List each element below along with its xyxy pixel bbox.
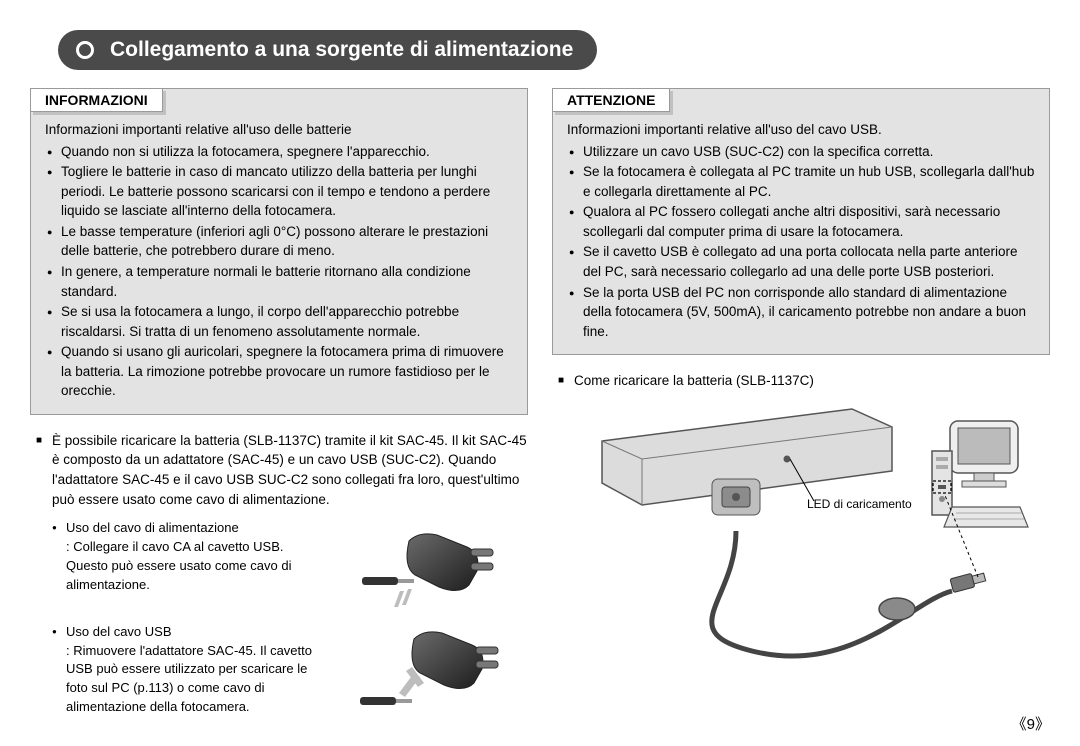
adapter-plug-icon	[330, 519, 528, 615]
bullet-item: Le basse temperature (inferiori agli 0°C…	[45, 222, 513, 261]
charging-diagram-svg	[552, 401, 1042, 681]
page-number-close: 》	[1035, 716, 1050, 733]
sub-block-power-cable: Uso del cavo di alimentazione : Collegar…	[30, 519, 528, 615]
bullet-item: Togliere le batterie in caso di mancato …	[45, 162, 513, 221]
bullet-item: Se la fotocamera è collegata al PC trami…	[567, 162, 1035, 201]
bullet-item: Se la porta USB del PC non corrisponde a…	[567, 283, 1035, 342]
sub-block-usb-cable: Uso del cavo USB : Rimuovere l'adattator…	[30, 623, 528, 729]
computer-icon	[932, 421, 1028, 527]
page-number-value: 9	[1027, 716, 1035, 733]
sub-text-2: Uso del cavo USB : Rimuovere l'adattator…	[30, 623, 320, 717]
adapter-detach-icon	[330, 623, 528, 729]
info-box-attenzione: ATTENZIONE Informazioni importanti relat…	[552, 88, 1050, 355]
info-intro-right: Informazioni importanti relative all'uso…	[567, 120, 1035, 140]
square-bullet-left: È possibile ricaricare la batteria (SLB-…	[30, 431, 528, 509]
led-label: LED di caricamento	[807, 496, 912, 513]
bullet-item: Utilizzare un cavo USB (SUC-C2) con la s…	[567, 142, 1035, 162]
info-header-right: ATTENZIONE	[552, 88, 670, 112]
info-bullets-right: Utilizzare un cavo USB (SUC-C2) con la s…	[567, 142, 1035, 342]
sub-desc-2: : Rimuovere l'adattatore SAC-45. Il cave…	[52, 642, 320, 717]
right-below: Come ricaricare la batteria (SLB-1137C)	[552, 371, 1050, 681]
left-below: È possibile ricaricare la batteria (SLB-…	[30, 431, 528, 728]
page-title-text: Collegamento a una sorgente di alimentaz…	[110, 38, 573, 61]
bullet-item: Se il cavetto USB è collegato ad una por…	[567, 242, 1035, 281]
page-number: 《9》	[1012, 713, 1050, 734]
page-title-pill: Collegamento a una sorgente di alimentaz…	[58, 30, 597, 70]
info-body-right: Informazioni importanti relative all'uso…	[553, 112, 1049, 354]
info-bullets-left: Quando non si utilizza la fotocamera, sp…	[45, 142, 513, 401]
bullet-item: Qualora al PC fossero collegati anche al…	[567, 202, 1035, 241]
square-bullet-right: Come ricaricare la batteria (SLB-1137C)	[552, 371, 1050, 391]
bullet-item: Quando non si utilizza la fotocamera, sp…	[45, 142, 513, 162]
content-columns: INFORMAZIONI Informazioni importanti rel…	[30, 88, 1050, 728]
manual-page: Collegamento a una sorgente di alimentaz…	[0, 0, 1080, 746]
info-box-informazioni: INFORMAZIONI Informazioni importanti rel…	[30, 88, 528, 415]
bullet-item: Se si usa la fotocamera a lungo, il corp…	[45, 302, 513, 341]
charging-diagram: LED di caricamento	[552, 401, 1050, 681]
sub-label-1: Uso del cavo di alimentazione	[52, 519, 320, 538]
sub-text-1: Uso del cavo di alimentazione : Collegar…	[30, 519, 320, 594]
info-header-left: INFORMAZIONI	[30, 88, 163, 112]
info-intro-left: Informazioni importanti relative all'uso…	[45, 120, 513, 140]
left-column: INFORMAZIONI Informazioni importanti rel…	[30, 88, 528, 728]
right-column: ATTENZIONE Informazioni importanti relat…	[552, 88, 1050, 728]
info-body-left: Informazioni importanti relative all'uso…	[31, 112, 527, 414]
bullet-item: In genere, a temperature normali le batt…	[45, 262, 513, 301]
sub-label-2: Uso del cavo USB	[52, 623, 320, 642]
sub-desc-1: : Collegare il cavo CA al cavetto USB. Q…	[52, 538, 320, 595]
page-number-open: 《	[1012, 716, 1027, 733]
bullet-item: Quando si usano gli auricolari, spegnere…	[45, 342, 513, 401]
